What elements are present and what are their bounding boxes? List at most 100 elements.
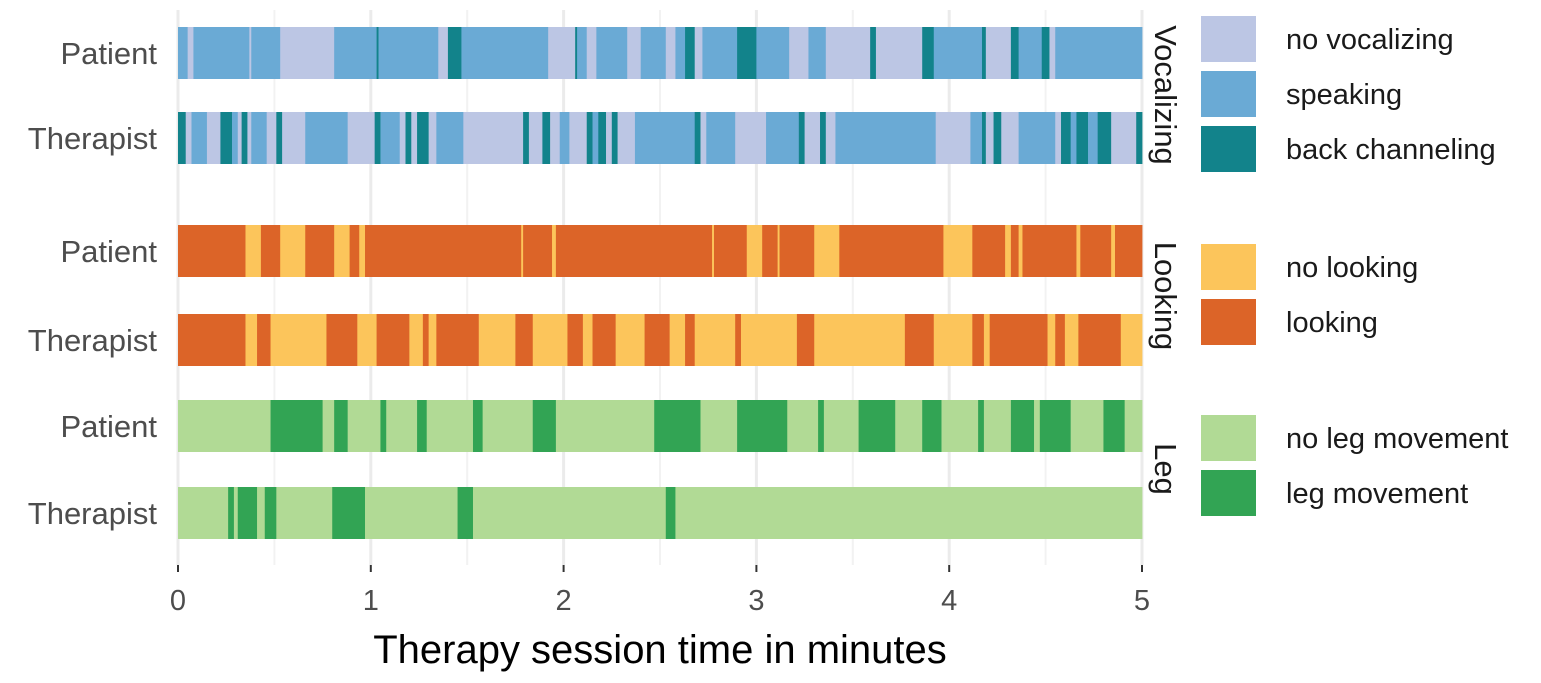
segment-no-looking: [669, 314, 686, 366]
segment-back-channeling: [276, 112, 283, 164]
segment-looking: [972, 314, 985, 366]
segment-speaking: [436, 112, 464, 164]
segment-no-looking: [943, 225, 973, 277]
segment-no-vocalizing: [550, 112, 561, 164]
segment-no-looking: [1120, 314, 1143, 366]
segment-leg-movement: [665, 487, 676, 539]
legend-label: looking: [1286, 307, 1378, 339]
segment-looking: [515, 314, 534, 366]
x-tick-label: 4: [941, 585, 957, 617]
segment-no-vocalizing: [266, 112, 277, 164]
segment-no-looking: [712, 225, 715, 277]
segment-no-vocalizing: [399, 112, 406, 164]
segment-back-channeling: [981, 27, 987, 79]
segment-no-vocalizing: [1001, 112, 1020, 164]
segment-looking: [365, 225, 522, 277]
segment-no-looking: [1064, 314, 1079, 366]
segment-looking: [904, 314, 935, 366]
segment-looking: [436, 314, 480, 366]
segment-speaking: [1070, 112, 1077, 164]
segment-looking: [592, 314, 617, 366]
legend-label: no vocalizing: [1286, 24, 1454, 56]
segment-speaking: [380, 112, 401, 164]
segment-no-leg-movement: [675, 487, 1143, 539]
segment-no-vocalizing: [206, 112, 221, 164]
segment-leg-movement: [264, 487, 277, 539]
legend-swatch-looking: [1201, 299, 1256, 345]
segment-looking: [523, 225, 553, 277]
segment-no-leg-movement: [787, 400, 819, 452]
segment-back-channeling: [922, 27, 935, 79]
segment-looking: [260, 225, 281, 277]
segment-no-looking: [521, 225, 524, 277]
segment-looking: [555, 225, 713, 277]
segment-no-vocalizing: [548, 27, 576, 79]
segment-no-looking: [814, 225, 840, 277]
segment-looking: [1078, 314, 1122, 366]
segment-leg-movement: [228, 487, 235, 539]
segment-looking: [305, 225, 335, 277]
segment-speaking: [178, 27, 189, 79]
segment-no-leg-movement: [472, 487, 667, 539]
segment-leg-movement: [457, 487, 474, 539]
segment-no-looking: [532, 314, 568, 366]
segment-no-vocalizing: [985, 112, 994, 164]
segment-back-channeling: [586, 112, 593, 164]
segment-no-vocalizing: [428, 112, 437, 164]
segment-looking: [839, 225, 944, 277]
segment-no-leg-movement: [257, 487, 266, 539]
segment-no-leg-movement: [365, 487, 458, 539]
segment-speaking: [559, 112, 570, 164]
segment-no-leg-movement: [708, 400, 738, 452]
segment-no-vocalizing: [237, 112, 243, 164]
segment-speaking: [808, 27, 827, 79]
segment-no-looking: [245, 314, 258, 366]
segment-looking: [685, 314, 696, 366]
legend: no vocalizing speaking back channeling no l…: [1201, 16, 1508, 516]
segment-leg-movement: [270, 400, 323, 452]
segment-no-looking: [814, 314, 906, 366]
segment-back-channeling: [575, 27, 578, 79]
segment-no-vocalizing: [789, 27, 809, 79]
segment-no-vocalizing: [1111, 112, 1137, 164]
segment-no-looking: [1005, 225, 1012, 277]
segment-leg-movement: [922, 400, 942, 452]
segment-leg-movement: [417, 400, 428, 452]
segment-no-looking: [357, 314, 377, 366]
segment-no-vocalizing: [825, 27, 871, 79]
x-axis-title: Therapy session time in minutes: [373, 628, 947, 672]
row-labels: Patient Therapist Patient Therapist Patient T…: [28, 36, 158, 531]
segment-no-vocalizing: [665, 27, 676, 79]
segment-no-leg-movement: [426, 400, 474, 452]
timeline-row-leg-therapist: [178, 487, 1143, 539]
segment-back-channeling: [1041, 27, 1050, 79]
segment-looking: [178, 225, 246, 277]
segment-looking: [1022, 225, 1077, 277]
segment-looking: [1010, 225, 1020, 277]
segment-no-vocalizing: [185, 112, 192, 164]
segment-no-looking: [615, 314, 645, 366]
segment-no-looking: [428, 314, 437, 366]
legend-swatch-back-channeling: [1201, 126, 1256, 172]
legend-swatch-no-looking: [1201, 244, 1256, 290]
segment-no-leg-movement: [941, 400, 979, 452]
segment-no-vocalizing: [627, 27, 642, 79]
segment-no-leg-movement: [386, 400, 418, 452]
segment-looking: [257, 314, 271, 366]
x-tick-label: 5: [1134, 585, 1150, 617]
segment-speaking: [1055, 27, 1143, 79]
segment-looking: [1080, 225, 1112, 277]
segment-looking: [178, 314, 246, 366]
segment-no-looking: [983, 314, 991, 366]
segment-no-vocalizing: [694, 27, 703, 79]
segment-speaking: [231, 112, 239, 164]
segment-no-leg-movement: [178, 487, 229, 539]
segment-speaking: [596, 27, 628, 79]
segment-no-looking: [280, 225, 306, 277]
x-tick-label: 0: [170, 585, 186, 617]
segment-speaking: [1018, 112, 1056, 164]
segment-no-looking: [552, 225, 557, 277]
segment-speaking: [970, 112, 983, 164]
segment-no-looking: [746, 225, 763, 277]
